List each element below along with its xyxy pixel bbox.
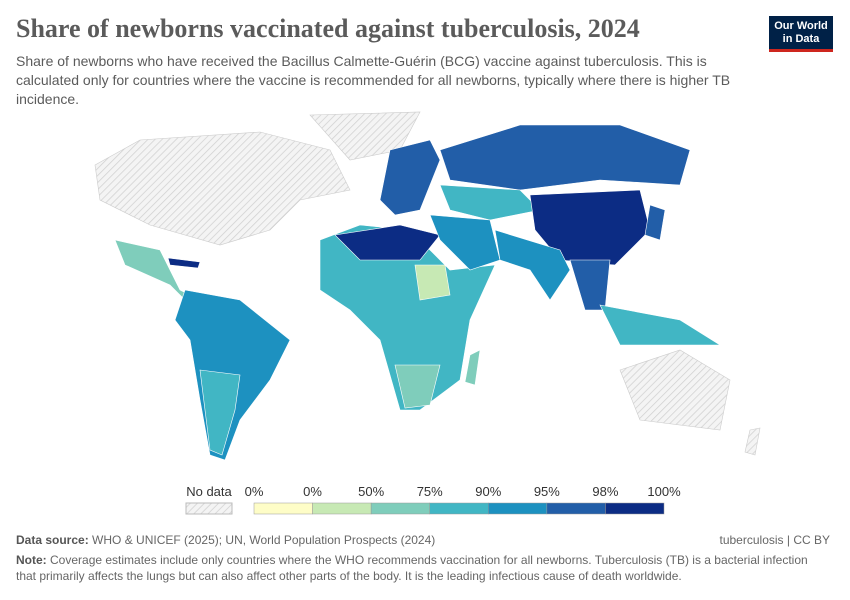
legend-bin-2[interactable]: [370, 502, 430, 515]
note: Note: Coverage estimates include only co…: [16, 552, 816, 584]
region-indonesia[interactable]: [599, 304, 722, 346]
legend-bin-0[interactable]: [253, 502, 313, 515]
legend-bin-1[interactable]: [312, 502, 372, 515]
legend-tick: 90%: [475, 484, 502, 499]
chart-subtitle: Share of newborns who have received the …: [16, 53, 731, 107]
legend-tick: 98%: [592, 484, 619, 499]
note-text: Coverage estimates include only countrie…: [16, 553, 808, 583]
legend-bin-3[interactable]: [429, 502, 489, 515]
legend-no-data-label: No data: [186, 484, 232, 499]
region-japan[interactable]: [644, 204, 666, 241]
chart-title: Share of newborns vaccinated against tub…: [16, 14, 640, 43]
region-central-asia[interactable]: [439, 184, 541, 221]
region-madagascar[interactable]: [464, 349, 481, 386]
legend-tick: 0%: [244, 484, 264, 499]
source-label: Data source:: [16, 533, 89, 547]
region-sudan[interactable]: [414, 264, 451, 301]
region-china[interactable]: [529, 189, 651, 266]
logo-line-2: in Data: [782, 33, 820, 45]
data-source: Data source: WHO & UNICEF (2025); UN, Wo…: [16, 533, 435, 547]
region-north-africa[interactable]: [334, 224, 441, 261]
legend-tick: 75%: [416, 484, 443, 499]
region-europe[interactable]: [379, 139, 441, 216]
region-southern-africa[interactable]: [394, 364, 441, 409]
legend-bin-4[interactable]: [488, 502, 548, 515]
region-middle-east[interactable]: [429, 214, 501, 271]
region-south-asia[interactable]: [494, 229, 571, 301]
region-australia[interactable]: [619, 349, 731, 431]
logo-line-1: Our World: [774, 20, 828, 32]
region-caribbean[interactable]: [167, 257, 201, 269]
license[interactable]: tuberculosis | CC BY: [719, 533, 831, 547]
legend-tick: 50%: [358, 484, 385, 499]
region-new-zealand[interactable]: [744, 427, 761, 456]
legend-tick: 100%: [647, 484, 681, 499]
legend-no-data-swatch[interactable]: [185, 502, 233, 515]
source-text[interactable]: WHO & UNICEF (2025); UN, World Populatio…: [92, 533, 436, 547]
region-north-america[interactable]: [94, 131, 351, 246]
region-russia[interactable]: [439, 124, 691, 191]
legend-tick: 95%: [533, 484, 560, 499]
note-label: Note:: [16, 553, 47, 567]
owid-logo[interactable]: Our World in Data: [769, 16, 833, 52]
legend-bin-5[interactable]: [546, 502, 606, 515]
world-map: [94, 111, 761, 461]
legend-bin-6[interactable]: [605, 502, 665, 515]
region-southern-cone[interactable]: [199, 369, 241, 456]
legend-tick: 0%: [303, 484, 322, 499]
